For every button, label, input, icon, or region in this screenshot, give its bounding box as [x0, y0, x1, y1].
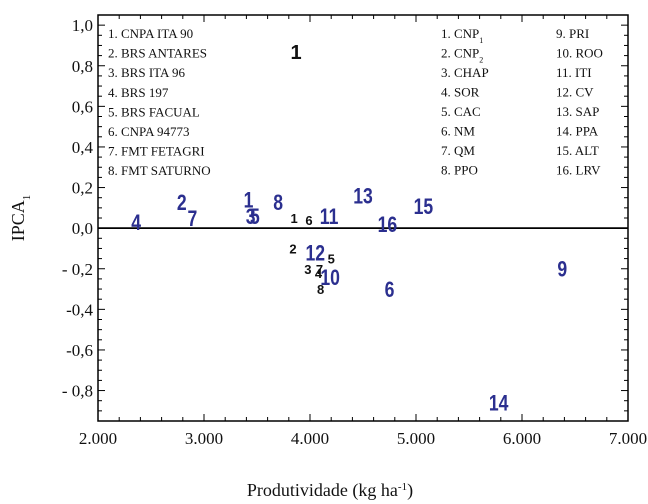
- legend-genotype-item: 6. CNPA 94773: [108, 124, 190, 139]
- y-tick-label: - 0,8: [62, 382, 93, 401]
- genotype-point: 6: [305, 213, 312, 228]
- legend-environment-item: 14. PPA: [556, 124, 599, 139]
- environment-point: 3: [246, 205, 256, 229]
- y-tick-label: -0,4: [66, 300, 93, 319]
- y-tick-label: 0,6: [72, 97, 93, 116]
- genotype-point: 1: [290, 211, 297, 226]
- genotype-point: 8: [317, 282, 324, 297]
- environment-point: 15: [414, 195, 434, 219]
- tick-labels: 2.000 3.000 4.000 5.000 6.000 7.000 1,0 0,8 0,6 0…: [62, 16, 647, 448]
- environment-point: 4: [131, 211, 141, 235]
- genotype-point: 7: [316, 262, 323, 277]
- x-tick-label: 7.000: [609, 429, 647, 448]
- y-tick-label: 0,4: [72, 138, 94, 157]
- legend-environment-item: 11. ITI: [556, 65, 592, 80]
- legend-genotype-item: 4. BRS 197: [108, 85, 169, 100]
- genotype-point: 5: [328, 252, 335, 267]
- x-tick-label: 5.000: [397, 429, 435, 448]
- y-tick-label: 0,0: [72, 219, 93, 238]
- legend-environment-item: 7. QM: [441, 143, 475, 158]
- legend-environment-item: 15. ALT: [556, 143, 599, 158]
- environment-point: 2: [177, 191, 187, 215]
- y-tick-label: -0,6: [66, 341, 93, 360]
- y-tick-label: - 0,2: [62, 260, 93, 279]
- genotype-point: 4: [315, 266, 323, 281]
- environment-point: 10: [320, 266, 340, 290]
- legend-genotype-item: 5. BRS FACUAL: [108, 104, 200, 119]
- environment-point: 13: [353, 185, 373, 209]
- environment-point: 9: [557, 258, 567, 282]
- legend-environment-item: 16. LRV: [556, 163, 601, 178]
- environment-point: 8: [273, 191, 283, 215]
- legend: 1. CNPA ITA 90 2. BRS ANTARES 3. BRS ITA 9…: [108, 26, 603, 178]
- y-tick-label: 0,8: [72, 57, 93, 76]
- x-tick-label: 2.000: [79, 429, 117, 448]
- x-axis-label: Produtividade (kg ha-1): [247, 480, 413, 501]
- legend-environment-item: 6. NM: [441, 124, 475, 139]
- environment-point: 6: [385, 278, 395, 302]
- legend-environment-item: 5. CAC: [441, 104, 481, 119]
- legend-environment-item: 2. CNP2: [441, 46, 483, 65]
- legend-environment-item: 12. CV: [556, 85, 594, 100]
- environment-point: 12: [306, 242, 326, 266]
- axes: [97, 14, 629, 422]
- y-axis-label: IPCA1: [8, 195, 33, 242]
- y-tick-label: 1,0: [72, 16, 93, 35]
- legend-genotype-item: 7. FMT FETAGRI: [108, 144, 205, 159]
- environment-point: 16: [378, 213, 398, 237]
- genotype-point: 3: [304, 262, 311, 277]
- environment-point: 5: [250, 205, 260, 229]
- legend-environment-item: 3. CHAP: [441, 65, 489, 80]
- legend-environment-item: 4. SOR: [441, 85, 480, 100]
- environment-point: 11: [320, 205, 339, 229]
- x-tick-label: 3.000: [185, 429, 223, 448]
- environment-point: 14: [489, 392, 509, 416]
- genotype-point: 2: [289, 241, 296, 256]
- x-tick-label: 4.000: [291, 429, 329, 448]
- legend-genotype-item: 3. BRS ITA 96: [108, 65, 185, 80]
- legend-environment-item: 10. ROO: [556, 46, 603, 61]
- environment-point: 7: [187, 207, 197, 231]
- legend-genotype-item: 2. BRS ANTARES: [108, 46, 207, 61]
- highlighted-label: 1: [290, 42, 301, 64]
- legend-environment-item: 9. PRI: [556, 26, 589, 41]
- legend-environment-item: 1. CNP1: [441, 26, 483, 45]
- y-tick-label: 0,2: [72, 179, 93, 198]
- environment-point: 1: [244, 189, 254, 213]
- legend-environment-item: 8. PPO: [441, 163, 478, 178]
- x-tick-label: 6.000: [503, 429, 541, 448]
- legend-environment-item: 13. SAP: [556, 104, 599, 119]
- legend-genotype-item: 8. FMT SATURNO: [108, 163, 211, 178]
- legend-genotype-item: 1. CNPA ITA 90: [108, 26, 193, 41]
